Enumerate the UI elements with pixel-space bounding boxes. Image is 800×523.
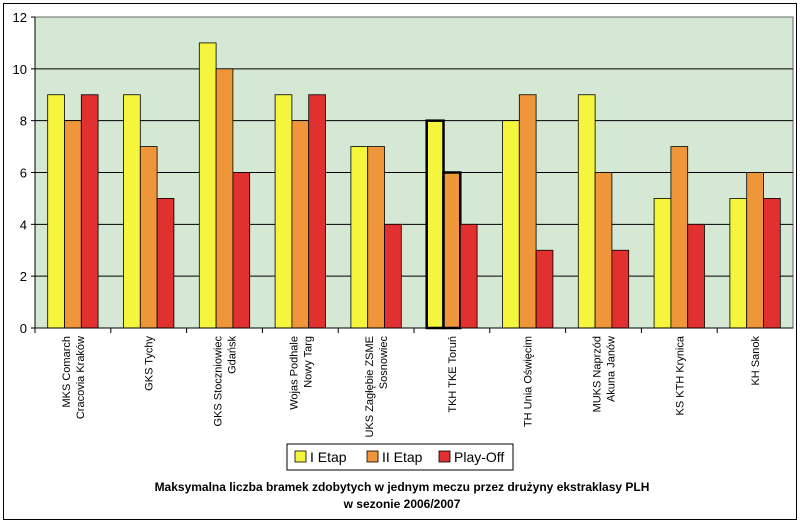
x-category-label-line: MKS Comarch [61, 336, 73, 408]
bar-play-off [459, 223, 478, 329]
bar-ii-etap [367, 146, 385, 329]
x-category-label-line: Cracovia Kraków [75, 336, 87, 419]
bar-ii-etap [518, 94, 537, 329]
bar-i-etap [123, 94, 141, 329]
legend-swatch [366, 450, 379, 463]
x-category-label: Wojas Podhale Nowy Targ [288, 336, 314, 410]
chart-title-line: Maksymalna liczba bramek zdobytych w jed… [155, 480, 650, 494]
bar-play-off [384, 223, 402, 329]
bar-ii-etap [139, 146, 158, 329]
legend-label: I Etap [310, 449, 347, 465]
bar-i-etap [729, 198, 748, 329]
x-category-label: TKH TKE Toruń [447, 336, 459, 413]
x-category-label-line: Gdańsk [227, 336, 239, 374]
bar-i-etap [47, 94, 65, 329]
legend-swatch [438, 450, 451, 463]
bar-ii-etap [64, 120, 82, 329]
x-category-label-line: KS KTH Krynica [674, 335, 686, 415]
y-tick-label: 0 [20, 321, 27, 336]
x-category-label: KH Sanok [750, 336, 762, 386]
bar-i-etap [350, 146, 369, 329]
bar-ii-etap [215, 68, 234, 329]
chart-title: Maksymalna liczba bramek zdobytych w jed… [155, 480, 650, 511]
x-category-label-line: TH Unia Oświęcim [523, 336, 535, 427]
x-category-labels: MKS Comarch Cracovia Kraków GKS Tychy GKS S… [61, 335, 762, 437]
y-tick-label: 2 [20, 269, 27, 284]
x-category-label-line: Wojas Podhale [288, 336, 300, 410]
legend-swatch [294, 450, 307, 463]
bar-ii-etap [594, 172, 613, 329]
x-category-label-line: Akuna Janów [606, 336, 618, 402]
x-category-label: MUKS Naprzód Akuna Janów [592, 336, 618, 412]
bar-play-off [687, 223, 705, 329]
legend-label: Play-Off [454, 449, 504, 465]
legend-label: II Etap [382, 449, 423, 465]
chart-title-line: w sezonie 2006/2007 [343, 497, 461, 511]
legend-box [286, 443, 514, 471]
bar-play-off [232, 172, 251, 329]
x-category-label: GKS Stoczniowiec Gdańsk [213, 336, 239, 427]
bar-play-off [80, 94, 99, 329]
x-category-label: UKS Zagłębie ZSME Sosnowiec [364, 336, 390, 438]
bar-play-off [763, 198, 781, 329]
bar-i-etap [198, 42, 217, 329]
x-category-label-line: GKS Stoczniowiec [213, 336, 225, 427]
x-category-label-line: UKS Zagłębie ZSME [364, 336, 376, 437]
x-category-label: KS KTH Krynica [674, 335, 686, 415]
y-tick-label: 12 [13, 10, 27, 25]
bar-play-off [308, 94, 326, 329]
y-tick-labels: 0 2 4 6 8 10 12 [13, 10, 27, 336]
bar-play-off [611, 249, 630, 329]
y-tick-label: 6 [20, 166, 27, 181]
y-tick-label: 4 [20, 217, 27, 232]
bar-i-etap [577, 94, 596, 329]
legend: I Etap II Etap Play-Off [286, 443, 514, 471]
bar-ii-etap [442, 171, 462, 330]
y-tick-label: 8 [20, 114, 27, 129]
axes-group [34, 17, 793, 333]
x-category-label: GKS Tychy [144, 336, 156, 391]
bar-i-etap [653, 198, 672, 329]
bar-play-off [535, 249, 554, 329]
y-tick-label: 10 [13, 62, 27, 77]
x-category-label: TH Unia Oświęcim [523, 336, 535, 427]
x-category-label-line: Sosnowiec [378, 336, 390, 390]
bar-i-etap [425, 119, 445, 330]
x-category-label-line: KH Sanok [750, 336, 762, 386]
x-category-label: MKS Comarch Cracovia Kraków [61, 336, 87, 419]
bar-ii-etap [670, 146, 689, 329]
bars-group [47, 42, 781, 330]
x-category-label-line: TKH TKE Toruń [447, 336, 459, 413]
bar-play-off [156, 198, 175, 329]
bar-i-etap [502, 120, 520, 329]
bar-ii-etap [291, 120, 310, 329]
x-category-label-line: MUKS Naprzód [592, 336, 604, 412]
bar-i-etap [274, 94, 293, 329]
bar-ii-etap [746, 172, 764, 329]
x-category-label-line: Nowy Targ [302, 336, 314, 388]
x-category-label-line: GKS Tychy [144, 336, 156, 391]
